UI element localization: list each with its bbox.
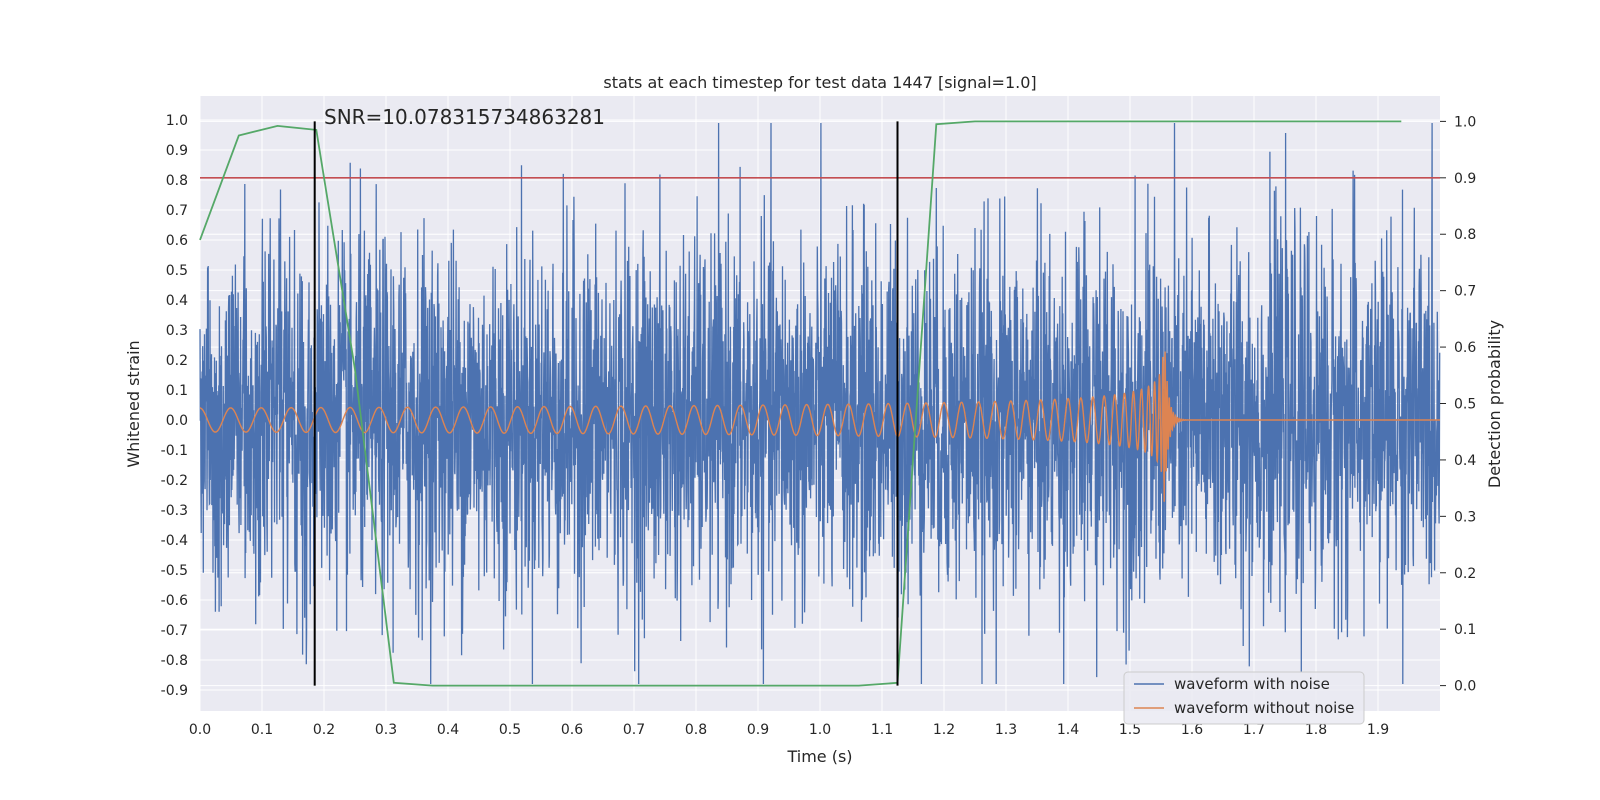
x-tick-label: 1.6 bbox=[1181, 722, 1203, 738]
y-tick-label-left: 0.6 bbox=[166, 233, 188, 249]
tick-labels: 0.0 0.1 0.2 0.3 0.4 0.5 0.6 0.7 0.8 0.9 1.0 1.1 1.2 1… bbox=[161, 113, 1477, 738]
x-tick-label: 1.7 bbox=[1243, 722, 1265, 738]
y-tick-label-right: 0.4 bbox=[1454, 453, 1476, 469]
series-detection-probability bbox=[199, 120, 1402, 687]
y-tick-label-left: -0.6 bbox=[161, 593, 188, 609]
x-tick-label: 0.5 bbox=[499, 722, 521, 738]
x-tick-label: 1.1 bbox=[871, 722, 893, 738]
x-tick-label: 1.5 bbox=[1119, 722, 1141, 738]
x-tick-label: 0.9 bbox=[747, 722, 769, 738]
x-tick-label: 0.6 bbox=[561, 722, 583, 738]
y-tick-label-left: -0.8 bbox=[161, 653, 188, 669]
y-tick-label-right: 0.5 bbox=[1454, 397, 1476, 413]
y-tick-label-right: 0.3 bbox=[1454, 509, 1476, 525]
y-tick-label-left: 1.0 bbox=[166, 113, 188, 129]
legend-box bbox=[1123, 671, 1365, 725]
x-tick-label: 1.0 bbox=[809, 722, 831, 738]
y-tick-label-left: 0.4 bbox=[166, 293, 188, 309]
y-tick-label-left: 0.1 bbox=[166, 383, 188, 399]
x-tick-label: 0.0 bbox=[189, 722, 211, 738]
x-axis-label: Time (s) bbox=[786, 747, 852, 766]
chart-title: stats at each timestep for test data 144… bbox=[603, 73, 1036, 92]
y-axis-label-right: Detection probability bbox=[1485, 320, 1504, 488]
x-tick-label: 0.2 bbox=[313, 722, 335, 738]
series-waveform-with-noise bbox=[199, 122, 1441, 685]
y-tick-label-left: -0.3 bbox=[161, 503, 188, 519]
snr-annotation: SNR=10.078315734863281 bbox=[324, 105, 605, 129]
y-tick-label-right: 0.7 bbox=[1454, 284, 1476, 300]
y-tick-label-left: -0.4 bbox=[161, 533, 188, 549]
x-tick-label: 1.9 bbox=[1367, 722, 1389, 738]
x-tick-label: 1.3 bbox=[995, 722, 1017, 738]
y-tick-label-left: -0.9 bbox=[161, 683, 188, 699]
x-tick-label: 1.8 bbox=[1305, 722, 1327, 738]
y-tick-label-left: 0.8 bbox=[166, 173, 188, 189]
x-tick-label: 1.2 bbox=[933, 722, 955, 738]
y-tick-label-left: -0.2 bbox=[161, 473, 188, 489]
x-tick-label: 0.1 bbox=[251, 722, 273, 738]
x-tick-label: 1.4 bbox=[1057, 722, 1079, 738]
y-tick-label-left: 0.0 bbox=[166, 413, 188, 429]
y-tick-label-right: 0.9 bbox=[1454, 171, 1476, 187]
legend-label-noise: waveform with noise bbox=[1174, 675, 1330, 693]
x-tick-label: 0.8 bbox=[685, 722, 707, 738]
y-tick-label-left: 0.9 bbox=[166, 143, 188, 159]
y-tick-label-left: 0.7 bbox=[166, 203, 188, 219]
y-tick-label-left: 0.3 bbox=[166, 323, 188, 339]
y-tick-label-left: -0.5 bbox=[161, 563, 188, 579]
x-tick-label: 0.3 bbox=[375, 722, 397, 738]
y-tick-label-left: 0.5 bbox=[166, 263, 188, 279]
y-tick-label-right: 1.0 bbox=[1454, 114, 1476, 130]
y-tick-label-right: 0.6 bbox=[1454, 340, 1476, 356]
series-waveform-without-noise bbox=[199, 351, 1440, 502]
y-tick-label-right: 0.2 bbox=[1454, 566, 1476, 582]
y-tick-label-left: -0.1 bbox=[161, 443, 188, 459]
legend: waveform with noise waveform without noi… bbox=[1123, 671, 1365, 725]
y-tick-label-left: -0.7 bbox=[161, 623, 188, 639]
x-tick-label: 0.4 bbox=[437, 722, 459, 738]
data-layer bbox=[199, 120, 1441, 687]
y-tick-label-right: 0.1 bbox=[1454, 622, 1476, 638]
y-axis-label-left: Whitened strain bbox=[124, 340, 143, 467]
y-tick-label-left: 0.2 bbox=[166, 353, 188, 369]
y-tick-label-right: 0.8 bbox=[1454, 227, 1476, 243]
legend-label-clean: waveform without noise bbox=[1174, 699, 1354, 717]
x-tick-label: 0.7 bbox=[623, 722, 645, 738]
y-tick-label-right: 0.0 bbox=[1454, 679, 1476, 695]
